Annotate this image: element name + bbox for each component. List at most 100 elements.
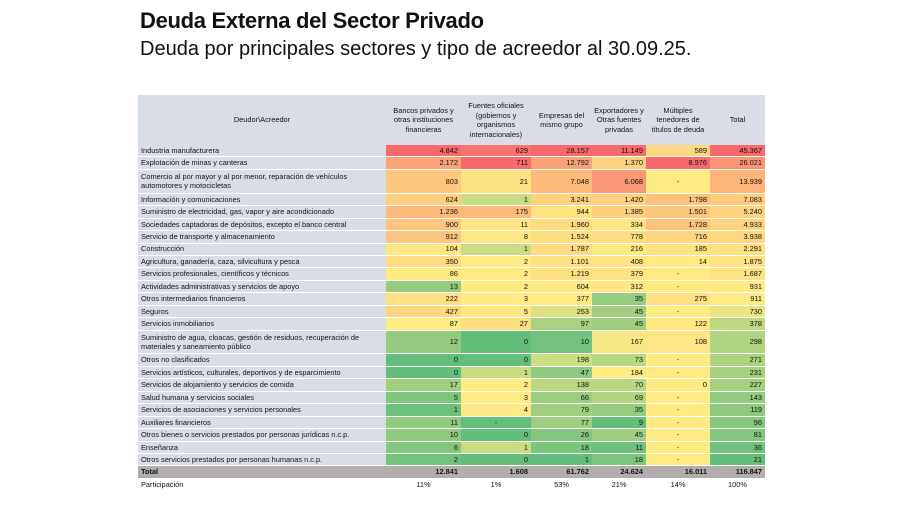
heatmap-cell: 87: [386, 317, 461, 331]
row-label: Explotación de minas y canteras: [138, 156, 386, 170]
heatmap-cell: -: [646, 267, 710, 281]
heatmap-cell: 70: [592, 378, 646, 392]
heatmap-cell: 803: [386, 169, 461, 194]
row-label: Servicios artísticos, culturales, deport…: [138, 366, 386, 380]
heatmap-cell: 2: [386, 453, 461, 467]
heatmap-cell: 96: [710, 416, 765, 430]
heatmap-cell: 198: [531, 353, 592, 367]
heatmap-cell: 1.798: [646, 193, 710, 207]
heatmap-cell: -: [646, 416, 710, 430]
heatmap-cell: -: [646, 403, 710, 417]
heatmap-cell: 1.787: [531, 243, 592, 256]
row-label: Servicio de transporte y almacenamiento: [138, 230, 386, 244]
heatmap-cell: 21%: [592, 478, 646, 492]
heatmap-cell: 5.240: [710, 205, 765, 219]
heatmap-cell: 61.762: [531, 465, 592, 479]
heatmap-cell: 900: [386, 218, 461, 232]
heatmap-cell: 1.960: [531, 218, 592, 232]
heatmap-cell: 312: [592, 280, 646, 294]
heatmap-cell: 216: [592, 243, 646, 256]
heatmap-cell: 21: [710, 453, 765, 467]
heatmap-cell: 0: [386, 366, 461, 380]
heatmap-cell: 0: [461, 353, 531, 367]
heatmap-cell: 1.385: [592, 205, 646, 219]
heatmap-cell: 143: [710, 391, 765, 405]
heatmap-cell: 8.976: [646, 156, 710, 170]
heatmap-cell: 77: [531, 416, 592, 430]
heatmap-cell: 1.524: [531, 230, 592, 244]
table-row: Servicios artísticos, culturales, deport…: [138, 366, 765, 380]
heatmap-cell: 104: [386, 243, 461, 256]
heatmap-cell: 116.847: [710, 465, 765, 479]
heatmap-cell: 716: [646, 230, 710, 244]
heatmap-cell: 24.624: [592, 465, 646, 479]
table-row: Sociedades captadoras de depósitos, exce…: [138, 218, 765, 232]
heatmap-cell: 16.011: [646, 465, 710, 479]
heatmap-cell: 10: [531, 330, 592, 355]
heatmap-cell: -: [646, 441, 710, 454]
heatmap-cell: 12: [386, 330, 461, 355]
heatmap-cell: 271: [710, 353, 765, 367]
table-row: Servicios profesionales, científicos y t…: [138, 267, 765, 281]
column-header: Empresas del mismo grupo: [531, 95, 592, 145]
heatmap-cell: 53%: [531, 478, 592, 492]
heatmap-cell: 931: [710, 280, 765, 294]
heatmap-cell: 5: [461, 305, 531, 319]
heatmap-cell: 1.370: [592, 156, 646, 170]
row-label: Agricultura, ganadería, caza, silvicultu…: [138, 255, 386, 269]
heatmap-cell: 408: [592, 255, 646, 269]
heatmap-cell: 275: [646, 292, 710, 306]
table-row: Actividades administrativas y servicios …: [138, 280, 765, 294]
heatmap-cell: 35: [592, 292, 646, 306]
table-row: Otros no clasificados 0 0 198 73-271: [138, 353, 765, 367]
heatmap-cell: -: [461, 416, 531, 430]
heatmap-cell: 730: [710, 305, 765, 319]
heatmap-cell: -: [646, 280, 710, 294]
heatmap-cell: 12.841: [386, 465, 461, 479]
heatmap-cell: 45: [592, 317, 646, 331]
heatmap-cell: 12.792: [531, 156, 592, 170]
heatmap-cell: 1.420: [592, 193, 646, 207]
heatmap-cell: 69: [592, 391, 646, 405]
table-row: Servicios de alojamiento y servicios de …: [138, 378, 765, 392]
table-row: Construcción 104 1 1.787 216 185 2.291: [138, 243, 765, 256]
table-row: Comercio al por mayor y al por menor, re…: [138, 169, 765, 194]
table-row: Auxiliares financieros 11-77 9-96: [138, 416, 765, 430]
heatmap-cell: 167: [592, 330, 646, 355]
table-row: Servicio de transporte y almacenamiento 9…: [138, 230, 765, 244]
heatmap-cell: 2: [461, 280, 531, 294]
heatmap-cell: -: [646, 305, 710, 319]
table-row: Otros intermediarios financieros 222 3 377 3…: [138, 292, 765, 306]
heatmap-cell: 1: [386, 403, 461, 417]
heatmap-cell: 86: [386, 267, 461, 281]
heatmap-cell: 18: [531, 441, 592, 454]
heatmap-cell: 1.236: [386, 205, 461, 219]
heatmap-cell: 14: [646, 255, 710, 269]
heatmap-cell: 26.021: [710, 156, 765, 170]
heatmap-cell: 0: [386, 353, 461, 367]
heatmap-cell: 119: [710, 403, 765, 417]
table-row: Otros servicios prestados por personas h…: [138, 453, 765, 467]
heatmap-cell: 13: [386, 280, 461, 294]
row-label: Información y comunicaciones: [138, 193, 386, 207]
heatmap-cell: 100%: [710, 478, 765, 492]
row-label: Actividades administrativas y servicios …: [138, 280, 386, 294]
heatmap-cell: 624: [386, 193, 461, 207]
heatmap-cell: 253: [531, 305, 592, 319]
heatmap-cell: 3.241: [531, 193, 592, 207]
table-row: Suministro de agua, cloacas, gestión de …: [138, 330, 765, 355]
heatmap-cell: 629: [461, 145, 531, 158]
row-label: Sociedades captadoras de depósitos, exce…: [138, 218, 386, 232]
heatmap-cell: 36: [710, 441, 765, 454]
heatmap-cell: 11%: [386, 478, 461, 492]
heatmap-cell: 1.501: [646, 205, 710, 219]
heatmap-cell: 184: [592, 366, 646, 380]
heatmap-cell: 66: [531, 391, 592, 405]
heatmap-cell: 227: [710, 378, 765, 392]
row-label: Servicios de asociaciones y servicios pe…: [138, 403, 386, 417]
table-row: Información y comunicaciones 624 1 3.241 1.4…: [138, 193, 765, 207]
heatmap-cell: 175: [461, 205, 531, 219]
row-label: Otros bienes o servicios prestados por p…: [138, 428, 386, 442]
column-header: Múltiples tenedores de títulos de deuda: [646, 95, 710, 145]
heatmap-cell: 122: [646, 317, 710, 331]
